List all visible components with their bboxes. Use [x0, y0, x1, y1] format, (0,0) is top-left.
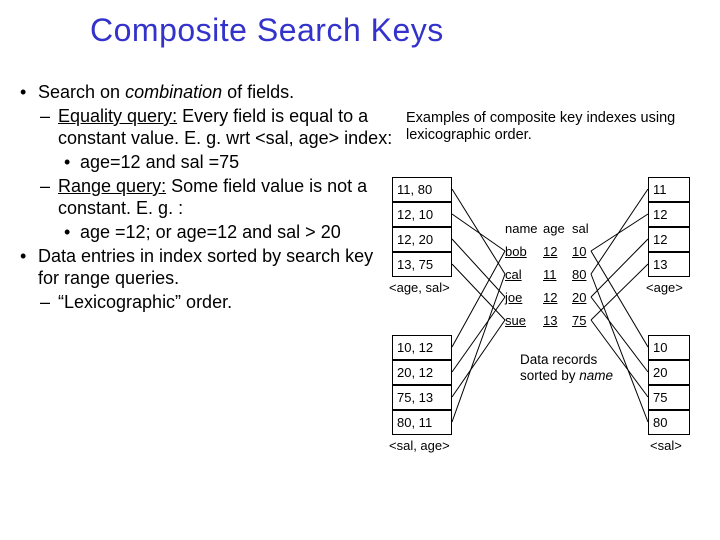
idx-sal-age-cell: 20, 12 — [392, 360, 452, 385]
data-header-age: age — [543, 221, 565, 236]
data-cell: 20 — [572, 290, 586, 305]
idx-age-sal-cell: 12, 10 — [392, 202, 452, 227]
idx-sal-age-cell: 10, 12 — [392, 335, 452, 360]
idx-age-cell: 11 — [648, 177, 690, 202]
data-cell: bob — [505, 244, 527, 259]
bullet-example-equality: age=12 and sal =75 — [18, 152, 396, 174]
idx-sal-label: <sal> — [650, 438, 682, 453]
bullet-range-query: Range query: Some field value is not a c… — [18, 176, 396, 220]
data-cell: 80 — [572, 267, 586, 282]
data-header-name: name — [505, 221, 538, 236]
idx-sal-cell: 20 — [648, 360, 690, 385]
right-caption: Examples of composite key indexes using … — [406, 110, 706, 145]
bullet-data-entries: Data entries in index sorted by search k… — [18, 246, 396, 290]
idx-age-sal-cell: 11, 80 — [392, 177, 452, 202]
data-cell: 10 — [572, 244, 586, 259]
idx-sal-cell: 75 — [648, 385, 690, 410]
bullet-example-range: age =12; or age=12 and sal > 20 — [18, 222, 396, 244]
idx-age-cell: 12 — [648, 202, 690, 227]
text-italic: combination — [125, 82, 222, 102]
data-cell: 13 — [543, 313, 557, 328]
data-header-sal: sal — [572, 221, 589, 236]
idx-age-sal-cell: 12, 20 — [392, 227, 452, 252]
data-cell: joe — [505, 290, 522, 305]
idx-sal-cell: 80 — [648, 410, 690, 435]
idx-age-sal-label: <age, sal> — [389, 280, 450, 295]
data-cell: 12 — [543, 244, 557, 259]
data-cell: cal — [505, 267, 522, 282]
idx-age-cell: 12 — [648, 227, 690, 252]
text: sorted by — [520, 368, 579, 383]
slide-title: Composite Search Keys — [90, 12, 444, 49]
data-cell: 11 — [543, 267, 557, 282]
bullet-lexicographic: “Lexicographic” order. — [18, 292, 396, 314]
idx-sal-age-cell: 75, 13 — [392, 385, 452, 410]
idx-sal-cell: 10 — [648, 335, 690, 360]
text: Data records — [520, 352, 597, 367]
data-cell: 12 — [543, 290, 557, 305]
text-underline: Equality query: — [58, 106, 177, 126]
idx-age-sal-cell: 13, 75 — [392, 252, 452, 277]
text-italic: name — [579, 368, 613, 383]
data-cell: 75 — [572, 313, 586, 328]
idx-sal-age-label: <sal, age> — [389, 438, 450, 453]
idx-sal-age-cell: 80, 11 — [392, 410, 452, 435]
idx-age-cell: 13 — [648, 252, 690, 277]
bullet-equality-query: Equality query: Every field is equal to … — [18, 106, 396, 150]
data-caption: Data records sorted by name — [520, 352, 613, 383]
bullet-search-combination: Search on combination of fields. — [18, 82, 396, 104]
idx-age-label: <age> — [646, 280, 683, 295]
body-text: Search on combination of fields. Equalit… — [18, 82, 396, 316]
text-underline: Range query: — [58, 176, 166, 196]
data-cell: sue — [505, 313, 526, 328]
text: of fields. — [222, 82, 294, 102]
text: Search on — [38, 82, 125, 102]
